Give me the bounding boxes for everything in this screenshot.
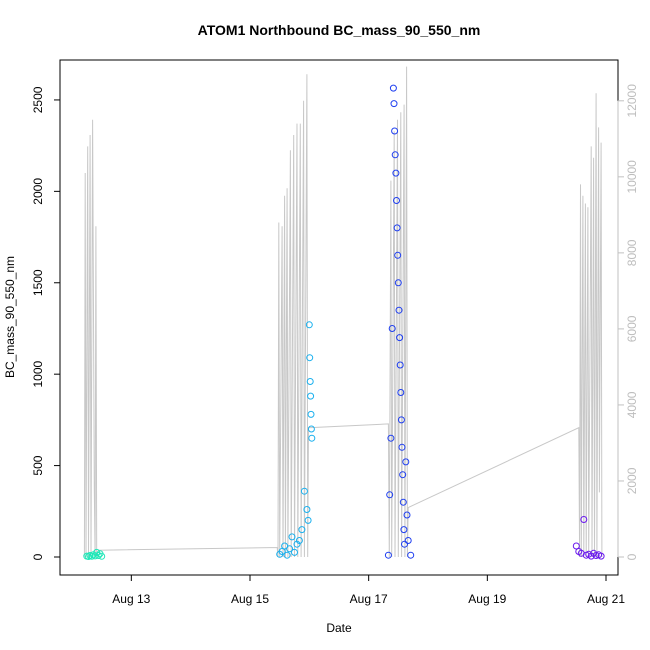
data-point-series-2: [303, 506, 311, 513]
data-point-series-2: [300, 487, 308, 495]
data-point-series-3: [395, 306, 403, 314]
data-point-series-3: [393, 197, 400, 204]
x-axis-label: Date: [326, 621, 352, 635]
data-point-series-2: [308, 434, 316, 442]
data-point-series-1: [85, 553, 92, 560]
data-point-series-3: [401, 540, 408, 548]
data-point-series-2: [291, 548, 298, 556]
y2-tick-label: 2000: [625, 467, 639, 494]
data-point-series-3: [389, 84, 397, 92]
data-point-series-3: [396, 334, 404, 342]
y-axis-label: BC_mass_90_550_nm: [3, 256, 17, 378]
data-point-series-3: [398, 443, 406, 451]
x-tick-label: Aug 15: [231, 592, 269, 606]
y2-tick-label: 10000: [625, 160, 639, 194]
x-tick-label: Aug 13: [112, 592, 150, 606]
chart-title: ATOM1 Northbound BC_mass_90_550_nm: [198, 22, 481, 38]
data-point-series-4: [572, 542, 580, 550]
y2-tick-label: 12000: [625, 84, 639, 118]
y-tick-label: 500: [31, 455, 45, 475]
y-axis: 0 500 1000 1500 2000 2500: [31, 86, 61, 560]
data-point-series-2: [295, 537, 303, 544]
data-point-series-3: [397, 389, 405, 396]
y2-tick-label: 4000: [625, 391, 639, 418]
x-axis: Aug 13 Aug 15 Aug 17 Aug 19 Aug 21: [112, 574, 625, 606]
plot-frame: [59, 59, 619, 576]
data-point-series-3: [386, 491, 394, 499]
data-point-series-2: [306, 378, 314, 385]
x-tick-label: Aug 17: [350, 592, 388, 606]
data-point-series-2: [307, 425, 315, 433]
data-point-series-3: [403, 511, 411, 519]
data-point-series-3: [399, 471, 407, 479]
data-point-series-3: [407, 551, 415, 559]
data-point-series-1: [88, 552, 96, 560]
data-point-series-1: [94, 552, 102, 559]
y-tick-label: 1000: [31, 361, 45, 388]
data-point-series-2: [304, 516, 312, 524]
data-point-series-3: [394, 279, 402, 287]
x-tick-label: Aug 19: [468, 592, 506, 606]
data-point-series-2: [307, 410, 315, 418]
data-point-series-4: [597, 552, 605, 560]
data-point-series-2: [305, 321, 313, 329]
data-point-series-3: [396, 361, 404, 369]
secondary-series: [83, 66, 603, 558]
data-point-series-2: [278, 548, 286, 555]
data-point-series-3: [392, 169, 400, 177]
data-point-series-3: [400, 526, 408, 534]
y-tick-label: 2000: [31, 178, 45, 205]
data-point-series-3: [404, 537, 412, 544]
secondary-series-line: [83, 66, 603, 558]
data-point-series-3: [384, 551, 392, 559]
data-point-series-2: [298, 526, 306, 534]
data-point-series-2: [283, 551, 291, 559]
data-point-series-3: [393, 224, 401, 232]
data-point-series-3: [390, 100, 398, 108]
data-point-series-3: [397, 416, 405, 424]
data-point-series-3: [394, 251, 402, 259]
data-point-series-2: [286, 545, 294, 553]
data-point-series-3: [387, 434, 395, 442]
data-point-series-3: [391, 127, 399, 135]
data-point-series-3: [388, 325, 396, 332]
data-point-series-2: [306, 354, 314, 362]
data-points: [83, 84, 605, 560]
y-tick-label: 1500: [31, 269, 45, 296]
data-point-series-2: [307, 392, 315, 400]
data-point-series-2: [288, 533, 296, 541]
x-tick-label: Aug 21: [587, 592, 625, 606]
data-point-series-3: [399, 498, 407, 506]
data-point-series-3: [391, 151, 399, 159]
data-point-series-3: [402, 458, 410, 466]
data-point-series-1: [98, 552, 106, 560]
y2-tick-label: 8000: [625, 239, 639, 266]
data-point-series-4: [580, 516, 588, 523]
data-point-series-2: [293, 540, 301, 548]
y-tick-label: 0: [31, 553, 45, 560]
y-tick-label: 2500: [31, 86, 45, 113]
y2-tick-label: 0: [625, 553, 639, 560]
y2-tick-label: 6000: [625, 315, 639, 342]
secondary-y-axis: 0 2000 4000 6000 8000 10000 12000: [617, 84, 639, 560]
